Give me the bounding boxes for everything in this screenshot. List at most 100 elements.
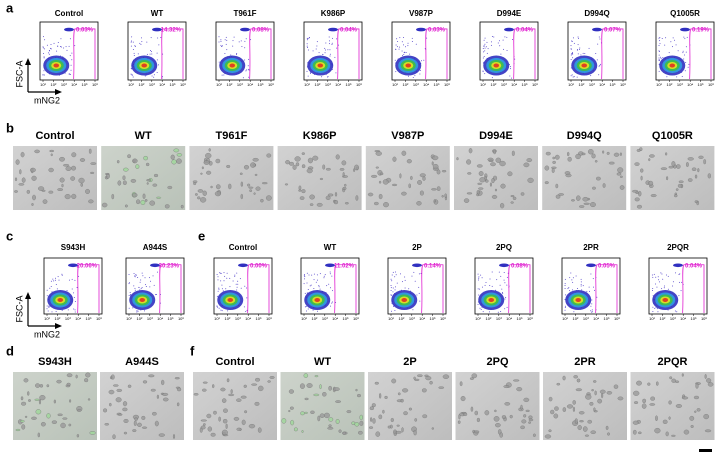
cell [313, 393, 320, 397]
event-dot [485, 46, 487, 48]
cell [665, 431, 669, 437]
cell [133, 420, 137, 426]
cell [200, 197, 207, 203]
event-dot [419, 73, 421, 75]
cell [575, 153, 581, 160]
event-dot [328, 43, 330, 45]
x-tick-label: 10² [667, 82, 673, 87]
event-dot [390, 310, 392, 312]
event-dot [584, 52, 586, 54]
cell [419, 190, 424, 196]
cell [354, 164, 359, 171]
event-dot [681, 281, 683, 283]
cell [137, 422, 142, 427]
event-dot [404, 287, 406, 289]
event-dot [55, 310, 57, 312]
event-dot [324, 274, 326, 276]
micrograph: 2PR [543, 356, 627, 440]
event-dot [591, 311, 593, 313]
cell [687, 178, 693, 182]
cell [691, 167, 697, 171]
event-dot [655, 276, 657, 278]
event-dot [329, 49, 331, 51]
event-dot [306, 292, 308, 294]
cell [641, 403, 647, 409]
event-dot [588, 47, 590, 49]
cell [201, 388, 207, 392]
density-contour [57, 298, 64, 302]
cell [27, 391, 30, 396]
event-dot [316, 274, 318, 276]
cell [111, 193, 115, 200]
event-dot [63, 47, 65, 49]
x-tick-label: 10³ [235, 316, 241, 321]
event-dot [658, 279, 660, 281]
event-dot [395, 274, 397, 276]
cell [69, 399, 72, 403]
cell [433, 199, 436, 203]
cell [526, 158, 533, 163]
cell [401, 150, 407, 156]
event-dot [230, 54, 232, 56]
event-dot [480, 309, 482, 311]
x-tick-label: 10⁶ [353, 316, 359, 321]
density-contour [229, 63, 236, 68]
cell [694, 174, 698, 179]
cell [289, 406, 294, 410]
cell [548, 429, 552, 433]
event-dot [682, 50, 684, 52]
cell [528, 418, 534, 422]
image [13, 146, 97, 210]
x-tick-label: 10³ [589, 82, 595, 87]
event-dot [503, 279, 505, 281]
cell [304, 411, 308, 414]
event-dot [132, 74, 134, 76]
density-contour [586, 263, 596, 268]
cell [142, 193, 146, 199]
cell [477, 182, 483, 185]
event-dot [396, 46, 398, 48]
cell [84, 378, 89, 383]
event-dot [591, 299, 593, 301]
image-label: D994E [479, 130, 513, 142]
density-contour [53, 63, 60, 68]
event-dot [660, 56, 662, 58]
cell [520, 404, 523, 410]
density-contour [238, 263, 248, 268]
event-dot [500, 53, 502, 55]
cell [214, 191, 222, 197]
cell [203, 160, 210, 165]
cell [572, 406, 575, 412]
cell [176, 153, 183, 157]
cell [562, 407, 567, 412]
event-dot [221, 310, 223, 312]
event-dot [659, 43, 661, 45]
cell [50, 153, 53, 157]
event-dot [411, 37, 413, 39]
image [13, 372, 97, 440]
cell [136, 199, 141, 205]
event-dot [600, 63, 602, 65]
cell [123, 167, 129, 172]
cell [14, 190, 18, 193]
cell [161, 392, 169, 396]
cell [145, 162, 150, 167]
event-dot [491, 285, 493, 287]
cell [21, 401, 27, 406]
cell [414, 418, 418, 422]
cell [248, 423, 256, 429]
image-label: Q1005R [652, 130, 693, 142]
x-tick-label: 10² [579, 82, 585, 87]
event-dot [590, 273, 592, 275]
event-dot [572, 277, 574, 279]
cell [442, 374, 450, 379]
event-dot [586, 290, 588, 292]
cell [141, 426, 148, 429]
event-dot [651, 274, 653, 276]
event-dot [403, 36, 405, 38]
event-dot [140, 37, 142, 39]
cell [392, 156, 397, 162]
cell [707, 382, 714, 387]
cell [678, 180, 684, 184]
